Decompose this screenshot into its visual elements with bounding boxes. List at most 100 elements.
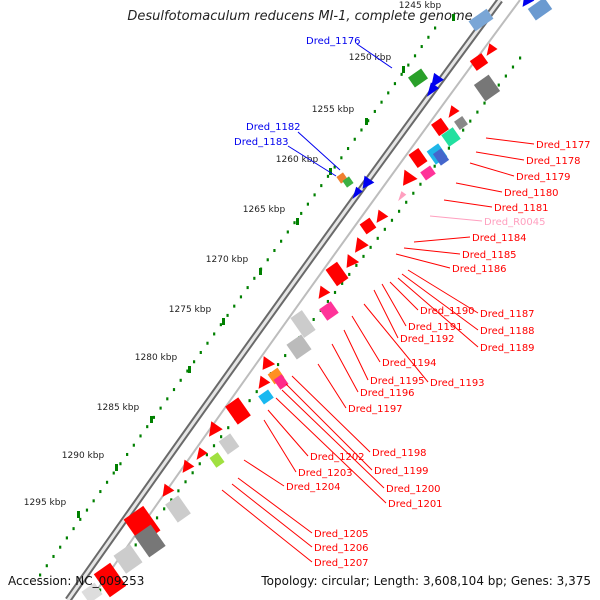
gc-tick bbox=[255, 390, 258, 394]
gc-tick bbox=[462, 128, 465, 132]
gc-tick bbox=[511, 65, 515, 69]
gc-tick bbox=[320, 184, 323, 188]
gene-arrow bbox=[486, 43, 498, 56]
gc-tick bbox=[497, 83, 500, 87]
gene-block bbox=[286, 334, 312, 360]
callout-line bbox=[267, 409, 309, 457]
gc-tick bbox=[112, 471, 115, 475]
gene-label-forward: Dred_1176 bbox=[306, 36, 361, 47]
gc-tick bbox=[99, 490, 102, 494]
gc-tick bbox=[519, 56, 522, 60]
gene-block bbox=[469, 53, 489, 71]
gc-tick bbox=[393, 82, 397, 86]
kbp-tick-label: 1295 kbp bbox=[24, 498, 67, 508]
callout-line bbox=[231, 483, 313, 548]
gc-tick bbox=[177, 489, 180, 493]
gc-tick bbox=[45, 564, 48, 568]
accession-label: Accession: NC_009253 bbox=[8, 574, 145, 588]
callout-line bbox=[373, 289, 399, 339]
kbp-tick-label: 1280 kbp bbox=[135, 353, 178, 363]
callout-line bbox=[317, 363, 347, 409]
callout-line bbox=[429, 215, 483, 222]
callout-line bbox=[297, 131, 341, 171]
gc-tick bbox=[413, 54, 417, 58]
gc-tick bbox=[179, 378, 182, 382]
kbp-tick-label: 1260 kbp bbox=[276, 155, 319, 165]
callout-line bbox=[287, 145, 337, 177]
gene-label-reverse: Dred_1207 bbox=[314, 558, 369, 569]
gene-block bbox=[209, 452, 225, 468]
gc-tick bbox=[146, 425, 149, 429]
callout-line bbox=[343, 329, 369, 381]
gene-label-reverse: Dred_R0045 bbox=[484, 217, 546, 228]
gc-tick bbox=[367, 119, 370, 123]
gene-arrow bbox=[402, 169, 418, 186]
gc-tick bbox=[139, 434, 142, 438]
gc-tick bbox=[52, 554, 55, 558]
gc-tick bbox=[504, 74, 507, 78]
gc-tick bbox=[166, 397, 169, 401]
kbp-tick-label: 1265 kbp bbox=[243, 205, 286, 215]
gc-tick bbox=[253, 276, 256, 280]
gene-block bbox=[134, 524, 166, 558]
gene-label-reverse: Dred_1190 bbox=[420, 306, 475, 317]
gene-block bbox=[408, 68, 428, 88]
gc-tick bbox=[360, 128, 363, 132]
gc-tick bbox=[387, 91, 390, 95]
gene-arrow bbox=[182, 459, 195, 473]
kbp-major-tick bbox=[402, 66, 405, 73]
gene-arrow bbox=[262, 356, 276, 370]
gene-arrow bbox=[522, 0, 535, 7]
gene-block bbox=[473, 74, 501, 102]
callout-line bbox=[281, 389, 385, 489]
callout-line bbox=[243, 459, 285, 487]
gc-tick bbox=[248, 399, 251, 403]
gene-label-reverse: Dred_1185 bbox=[462, 250, 517, 261]
kbp-major-tick bbox=[259, 268, 262, 275]
gene-block bbox=[319, 301, 339, 321]
gene-block bbox=[441, 127, 461, 147]
gc-tick bbox=[383, 227, 386, 231]
gene-block bbox=[342, 176, 354, 188]
callout-line bbox=[356, 43, 393, 69]
gene-block bbox=[325, 261, 349, 287]
gene-block bbox=[113, 544, 143, 574]
gc-tick bbox=[59, 545, 62, 549]
gc-tick bbox=[276, 363, 280, 367]
gene-arrow bbox=[376, 209, 389, 223]
gc-tick bbox=[427, 35, 430, 39]
callout-line bbox=[485, 137, 535, 145]
gc-tick bbox=[348, 272, 351, 276]
gene-block bbox=[431, 117, 449, 137]
genome-backbone-outer bbox=[89, 0, 521, 600]
gene-block bbox=[273, 374, 289, 390]
kbp-tick-label: 1275 kbp bbox=[169, 305, 212, 315]
gc-tick bbox=[434, 26, 437, 30]
gene-block bbox=[258, 389, 274, 405]
gc-tick bbox=[420, 45, 423, 49]
gc-tick bbox=[72, 527, 75, 531]
gene-label-reverse: Dred_1181 bbox=[494, 203, 549, 214]
gc-tick bbox=[92, 499, 95, 503]
callout-line bbox=[237, 477, 313, 534]
callout-line bbox=[389, 281, 419, 311]
gc-tick bbox=[205, 453, 208, 457]
gc-tick bbox=[227, 426, 230, 430]
gc-tick bbox=[286, 230, 289, 234]
callout-line bbox=[363, 303, 429, 383]
gc-tick bbox=[483, 101, 486, 105]
gc-tick bbox=[226, 313, 229, 317]
gc-tick bbox=[105, 480, 109, 484]
gc-tick bbox=[219, 323, 222, 327]
gc-tick bbox=[172, 388, 176, 392]
gene-label-forward: Dred_1182 bbox=[246, 122, 301, 133]
genome-backbone-inner bbox=[66, 0, 502, 600]
gene-block bbox=[81, 582, 103, 600]
callout-line bbox=[395, 253, 451, 269]
gc-tick bbox=[476, 110, 479, 114]
gc-tick bbox=[152, 415, 156, 419]
gc-tick bbox=[132, 443, 135, 447]
gene-features bbox=[81, 0, 553, 600]
gene-label-reverse: Dred_1205 bbox=[314, 529, 369, 540]
gc-tick bbox=[306, 202, 309, 206]
